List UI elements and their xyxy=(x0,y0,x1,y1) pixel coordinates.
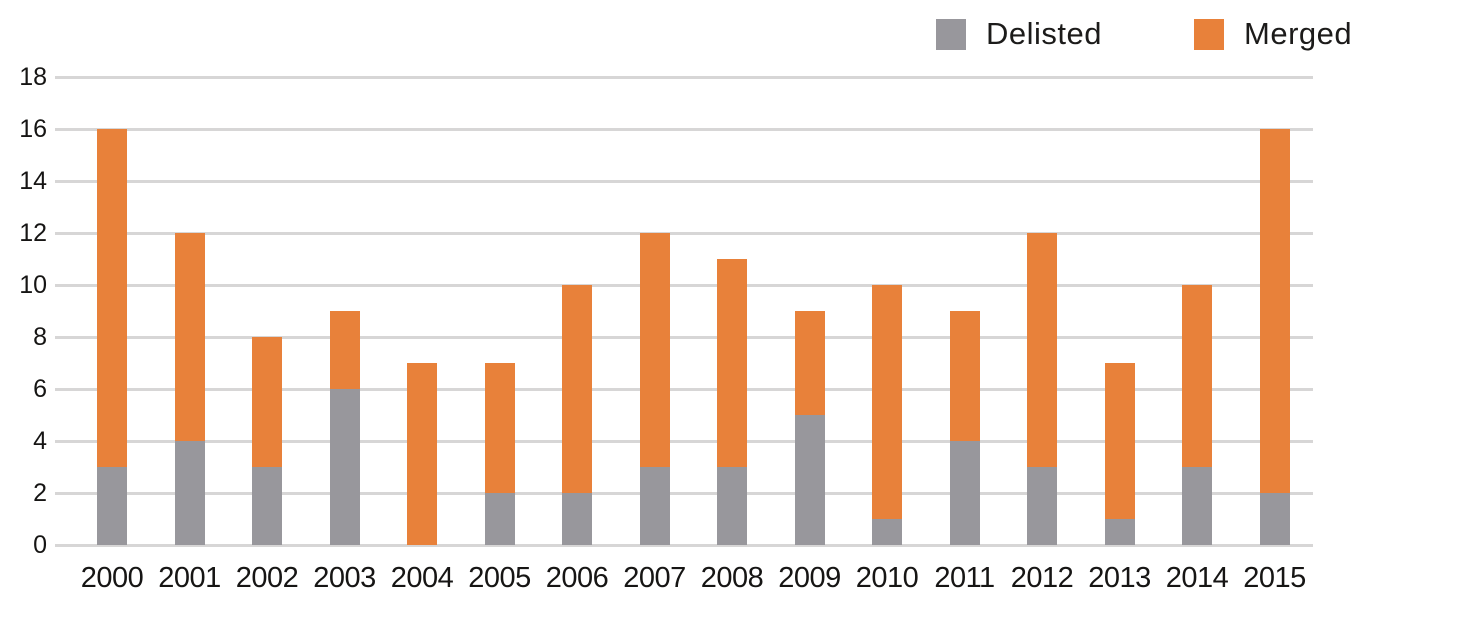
chart-legend: Delisted Merged xyxy=(936,14,1352,54)
bar-2006-delisted xyxy=(562,493,592,545)
y-axis-tick-0: 0 xyxy=(33,531,47,559)
bar-2007-merged xyxy=(639,233,670,467)
bar-2002-merged xyxy=(252,337,282,467)
x-axis-tick-2011: 2011 xyxy=(934,562,995,594)
legend-label-merged: Merged xyxy=(1244,16,1353,51)
bar-2012-delisted xyxy=(1027,467,1057,545)
x-axis-tick-2014: 2014 xyxy=(1165,562,1229,594)
y-axis-tick-18: 18 xyxy=(19,63,47,91)
x-axis-tick-2001: 2001 xyxy=(158,562,221,594)
gridline-y-6 xyxy=(55,388,1313,391)
bar-2010-delisted xyxy=(872,519,902,545)
bar-2007-delisted xyxy=(639,467,670,545)
x-axis-tick-2008: 2008 xyxy=(700,562,764,594)
y-axis-tick-14: 14 xyxy=(19,167,47,195)
bar-2015-merged xyxy=(1259,129,1290,493)
x-axis-tick-2015: 2015 xyxy=(1243,562,1306,594)
bar-2013-merged xyxy=(1104,363,1135,519)
bar-2011-merged xyxy=(949,311,980,441)
gridline-y-8 xyxy=(55,336,1313,339)
bar-2005-merged xyxy=(484,363,515,493)
bar-2013-delisted xyxy=(1104,519,1135,545)
x-axis-tick-2009: 2009 xyxy=(778,562,841,594)
y-axis-tick-16: 16 xyxy=(19,115,47,143)
x-axis-tick-2002: 2002 xyxy=(235,562,299,594)
bar-2000-delisted xyxy=(97,467,127,545)
y-axis-tick-4: 4 xyxy=(33,427,47,455)
y-axis-tick-10: 10 xyxy=(19,271,47,299)
x-axis-tick-2013: 2013 xyxy=(1088,562,1151,594)
bar-2009-merged xyxy=(794,311,825,415)
legend-swatch-merged xyxy=(1194,18,1224,50)
bar-2012-merged xyxy=(1027,233,1057,467)
bar-2008-merged xyxy=(717,259,747,467)
bar-2011-delisted xyxy=(949,441,980,545)
gridline-y-4 xyxy=(55,440,1313,443)
bar-2015-delisted xyxy=(1259,493,1290,545)
x-axis-tick-2010: 2010 xyxy=(855,562,919,594)
bar-2003-delisted xyxy=(329,389,360,545)
bar-2001-merged xyxy=(174,233,205,441)
x-axis-tick-2004: 2004 xyxy=(390,562,454,594)
x-axis-tick-2005: 2005 xyxy=(468,562,531,594)
x-axis-tick-2003: 2003 xyxy=(313,562,376,594)
bar-2014-merged xyxy=(1182,285,1212,467)
gridline-y-10 xyxy=(55,284,1313,287)
bar-2003-merged xyxy=(329,311,360,389)
gridline-y-16 xyxy=(55,128,1313,131)
y-axis-tick-6: 6 xyxy=(33,375,47,403)
bar-2008-delisted xyxy=(717,467,747,545)
bar-2014-delisted xyxy=(1182,467,1212,545)
x-axis-tick-2006: 2006 xyxy=(545,562,609,594)
gridline-y-18 xyxy=(55,76,1313,79)
x-axis-tick-2012: 2012 xyxy=(1010,562,1074,594)
legend-item-merged: Merged xyxy=(1194,16,1352,52)
y-axis-tick-2: 2 xyxy=(33,479,47,507)
y-axis-tick-12: 12 xyxy=(19,219,47,247)
bar-2006-merged xyxy=(562,285,592,493)
gridline-y-0 xyxy=(55,544,1313,547)
bar-2005-delisted xyxy=(484,493,515,545)
x-axis-tick-2007: 2007 xyxy=(623,562,686,594)
legend-label-delisted: Delisted xyxy=(986,16,1102,51)
legend-swatch-delisted xyxy=(936,18,966,50)
y-axis-tick-8: 8 xyxy=(33,323,47,351)
x-axis-tick-2000: 2000 xyxy=(80,562,144,594)
bar-2002-delisted xyxy=(252,467,282,545)
bar-2010-merged xyxy=(872,285,902,519)
bar-2000-merged xyxy=(97,129,127,467)
bar-2004-merged xyxy=(407,363,437,545)
gridline-y-14 xyxy=(55,180,1313,183)
gridline-y-2 xyxy=(55,492,1313,495)
legend-item-delisted: Delisted xyxy=(936,16,1102,52)
bar-2001-delisted xyxy=(174,441,205,545)
gridline-y-12 xyxy=(55,232,1313,235)
bar-2009-delisted xyxy=(794,415,825,545)
